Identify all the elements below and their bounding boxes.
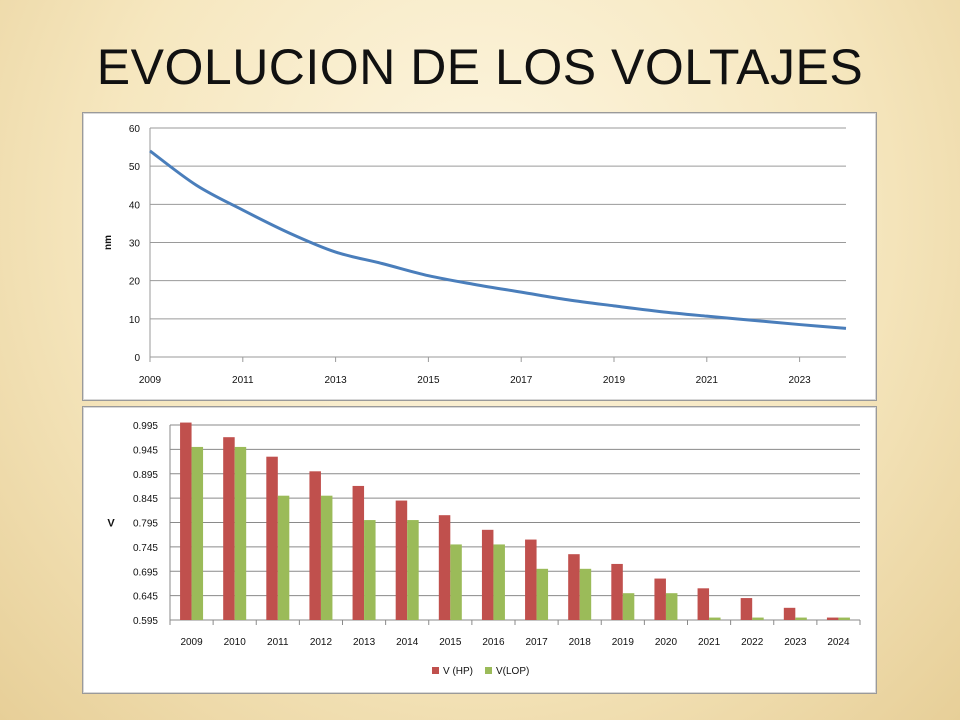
x-tick-label: 2022: [741, 637, 764, 648]
x-tick-label: 2017: [510, 375, 533, 386]
x-tick-label: 2018: [569, 637, 592, 648]
x-tick-label: 2024: [827, 637, 850, 648]
bar-v-hp: [697, 588, 710, 620]
bar-chart: 0.595 0.645 0.695 0.745 0.795 0.845 0.895 0.945…: [107, 421, 861, 677]
bar-v-hp: [395, 500, 408, 620]
x-tick-label: 2009: [180, 637, 203, 648]
x-tick-label: 2013: [324, 375, 347, 386]
line-chart-panel: 0 10 20 30 40 50 60 2009 2011 2013 2015 2017 2019 202…: [82, 112, 877, 401]
x-tick-label: 2019: [603, 375, 626, 386]
bar-v-lop: [795, 617, 807, 620]
legend-label: V (HP): [443, 666, 473, 677]
bar-v-lop: [752, 617, 764, 620]
x-tick-label: 2016: [482, 637, 505, 648]
bar-v-hp: [568, 554, 580, 620]
x-tick-label: 2009: [139, 375, 162, 386]
bar-v-lop: [364, 520, 376, 620]
bar-v-lop: [622, 593, 635, 620]
y-tick-label: 0.695: [133, 567, 158, 578]
x-tick-label: 2023: [788, 375, 811, 386]
y-tick-label: 20: [129, 277, 141, 288]
bar-v-lop: [450, 544, 462, 620]
x-tick-label: 2012: [310, 637, 333, 648]
bar-v-hp: [611, 563, 623, 620]
y-tick-label: 30: [129, 239, 141, 250]
y-tick-label: 0.995: [133, 421, 158, 432]
y-tick-label: 40: [129, 200, 141, 211]
x-tick-label: 2015: [439, 637, 462, 648]
bar-v-hp: [740, 598, 753, 620]
y-tick-label: 0.645: [133, 592, 158, 603]
x-tick-label: 2020: [655, 637, 678, 648]
bar-v-lop: [838, 617, 850, 620]
bar-v-hp: [266, 456, 278, 620]
bar-v-lop: [536, 568, 549, 620]
bar-v-lop: [277, 495, 290, 620]
bar-v-lop: [709, 617, 721, 620]
bar-v-hp: [438, 515, 451, 620]
bar-v-hp: [309, 471, 321, 620]
bar-v-lop: [234, 446, 247, 620]
bar-v-lop: [665, 593, 678, 620]
legend: V (HP) V(LOP): [432, 666, 529, 677]
bar-v-lop: [407, 520, 419, 620]
bar-v-hp: [826, 617, 839, 620]
bar-v-hp: [352, 485, 365, 620]
x-tick-label: 2019: [612, 637, 635, 648]
y-tick-label: 60: [129, 124, 141, 135]
y-axis-label: V: [107, 518, 115, 530]
y-axis-label: nm: [103, 235, 114, 250]
legend-label: V(LOP): [496, 666, 529, 677]
bar-v-hp: [783, 607, 796, 620]
x-tick-label: 2017: [525, 637, 548, 648]
bar-v-lop: [191, 446, 204, 620]
x-tick-label: 2023: [784, 637, 807, 648]
slide-title: EVOLUCION DE LOS VOLTAJES: [96, 39, 864, 95]
x-tick-label: 2011: [232, 375, 254, 386]
y-tick-label: 0.945: [133, 445, 158, 456]
bar-v-lop: [579, 568, 592, 620]
x-tick-label: 2013: [353, 637, 376, 648]
line-chart: 0 10 20 30 40 50 60 2009 2011 2013 2015 2017 2019 202…: [103, 124, 847, 386]
bar-v-hp: [525, 539, 537, 620]
bar-v-hp: [223, 437, 235, 620]
legend-swatch: [432, 667, 439, 674]
bar-chart-panel: 0.595 0.645 0.695 0.745 0.795 0.845 0.895 0.945…: [82, 406, 877, 694]
bar-v-lop: [493, 544, 505, 620]
y-tick-label: 50: [129, 162, 141, 173]
x-tick-label: 2014: [396, 637, 419, 648]
y-tick-label: 0.895: [133, 470, 158, 481]
bar-v-lop: [320, 495, 333, 620]
y-tick-label: 0.795: [133, 519, 158, 530]
x-tick-label: 2021: [696, 375, 719, 386]
bar-v-hp: [654, 578, 666, 620]
y-tick-label: 0.745: [133, 543, 158, 554]
y-tick-label: 0: [134, 353, 140, 364]
series-line: [149, 149, 847, 330]
y-tick-label: 10: [129, 315, 141, 326]
y-tick-label: 0.845: [133, 494, 158, 505]
x-tick-label: 2015: [417, 375, 440, 386]
y-tick-label: 0.595: [133, 616, 158, 627]
bar-v-hp: [481, 529, 494, 620]
bar-v-hp: [180, 422, 192, 620]
x-tick-label: 2021: [698, 637, 721, 648]
legend-swatch: [485, 667, 492, 674]
x-tick-label: 2010: [224, 637, 247, 648]
x-tick-label: 2011: [267, 637, 289, 648]
